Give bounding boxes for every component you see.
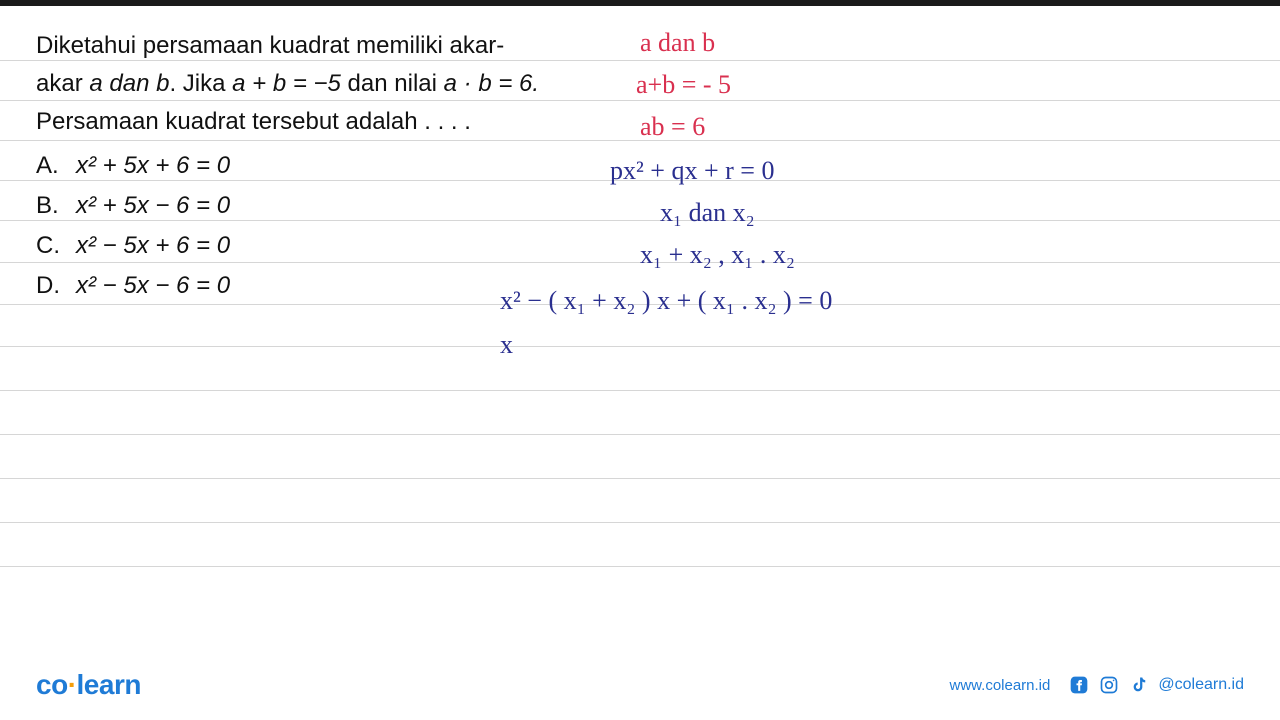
option-letter: C. [36,226,62,266]
logo-part1: co [36,669,68,700]
logo-dot: · [68,669,77,700]
question-block: Diketahui persamaan kuadrat memiliki aka… [36,28,556,306]
option-row: A. x² + 5x + 6 = 0 [36,146,556,186]
ruled-line [0,478,1280,479]
top-border [0,0,1280,6]
option-letter: D. [36,266,62,306]
option-expression: x² + 5x + 6 = 0 [76,146,230,186]
social-handle[interactable]: @colearn.id [1158,676,1244,694]
logo-part2: learn [77,669,141,700]
option-letter: B. [36,186,62,226]
handwritten-note: x₁ + x₂ , x₁ . x₂ [640,240,795,270]
intro-mid: . Jika [169,70,232,97]
footer: co·learn www.colearn.id @colearn.id [0,650,1280,720]
option-letter: A. [36,146,62,186]
question-line-1: Diketahui persamaan kuadrat memiliki aka… [36,28,556,64]
ruled-line [0,390,1280,391]
option-row: D. x² − 5x − 6 = 0 [36,266,556,306]
option-row: B. x² + 5x − 6 = 0 [36,186,556,226]
ruled-line [0,346,1280,347]
handwritten-note: a+b = - 5 [636,70,731,100]
tiktok-icon[interactable] [1128,674,1150,696]
facebook-icon[interactable] [1068,674,1090,696]
handwritten-note: a dan b [640,28,715,58]
footer-url[interactable]: www.colearn.id [949,677,1050,694]
logo: co·learn [36,669,141,701]
option-expression: x² − 5x + 6 = 0 [76,226,230,266]
ruled-line [0,566,1280,567]
options-list: A. x² + 5x + 6 = 0 B. x² + 5x − 6 = 0 C. x² −… [36,146,556,306]
instagram-icon[interactable] [1098,674,1120,696]
handwritten-note: px² + qx + r = 0 [610,156,774,186]
option-row: C. x² − 5x + 6 = 0 [36,226,556,266]
footer-right: www.colearn.id @colearn.id [949,674,1244,696]
question-line-2: akar a dan b. Jika a + b = −5 dan nilai … [36,66,556,102]
intro-mid2: dan nilai [341,70,444,97]
handwritten-note: ab = 6 [640,112,705,142]
handwritten-note: x₁ dan x₂ [660,198,755,228]
intro-pre: akar [36,70,89,97]
handwritten-note: x² − ( x₁ + x₂ ) x + ( x₁ . x₂ ) = 0 [500,286,832,316]
intro-vars: a dan b [89,70,169,97]
social-icons: @colearn.id [1068,674,1244,696]
option-expression: x² − 5x − 6 = 0 [76,266,230,306]
ruled-line [0,434,1280,435]
handwritten-note: x [500,330,513,360]
ruled-line [0,522,1280,523]
question-line-3: Persamaan kuadrat tersebut adalah . . . … [36,104,556,140]
option-expression: x² + 5x − 6 = 0 [76,186,230,226]
page: Diketahui persamaan kuadrat memiliki aka… [0,0,1280,720]
intro-eq1: a + b = −5 [232,70,341,97]
intro-eq2: a · b = 6. [444,70,539,97]
